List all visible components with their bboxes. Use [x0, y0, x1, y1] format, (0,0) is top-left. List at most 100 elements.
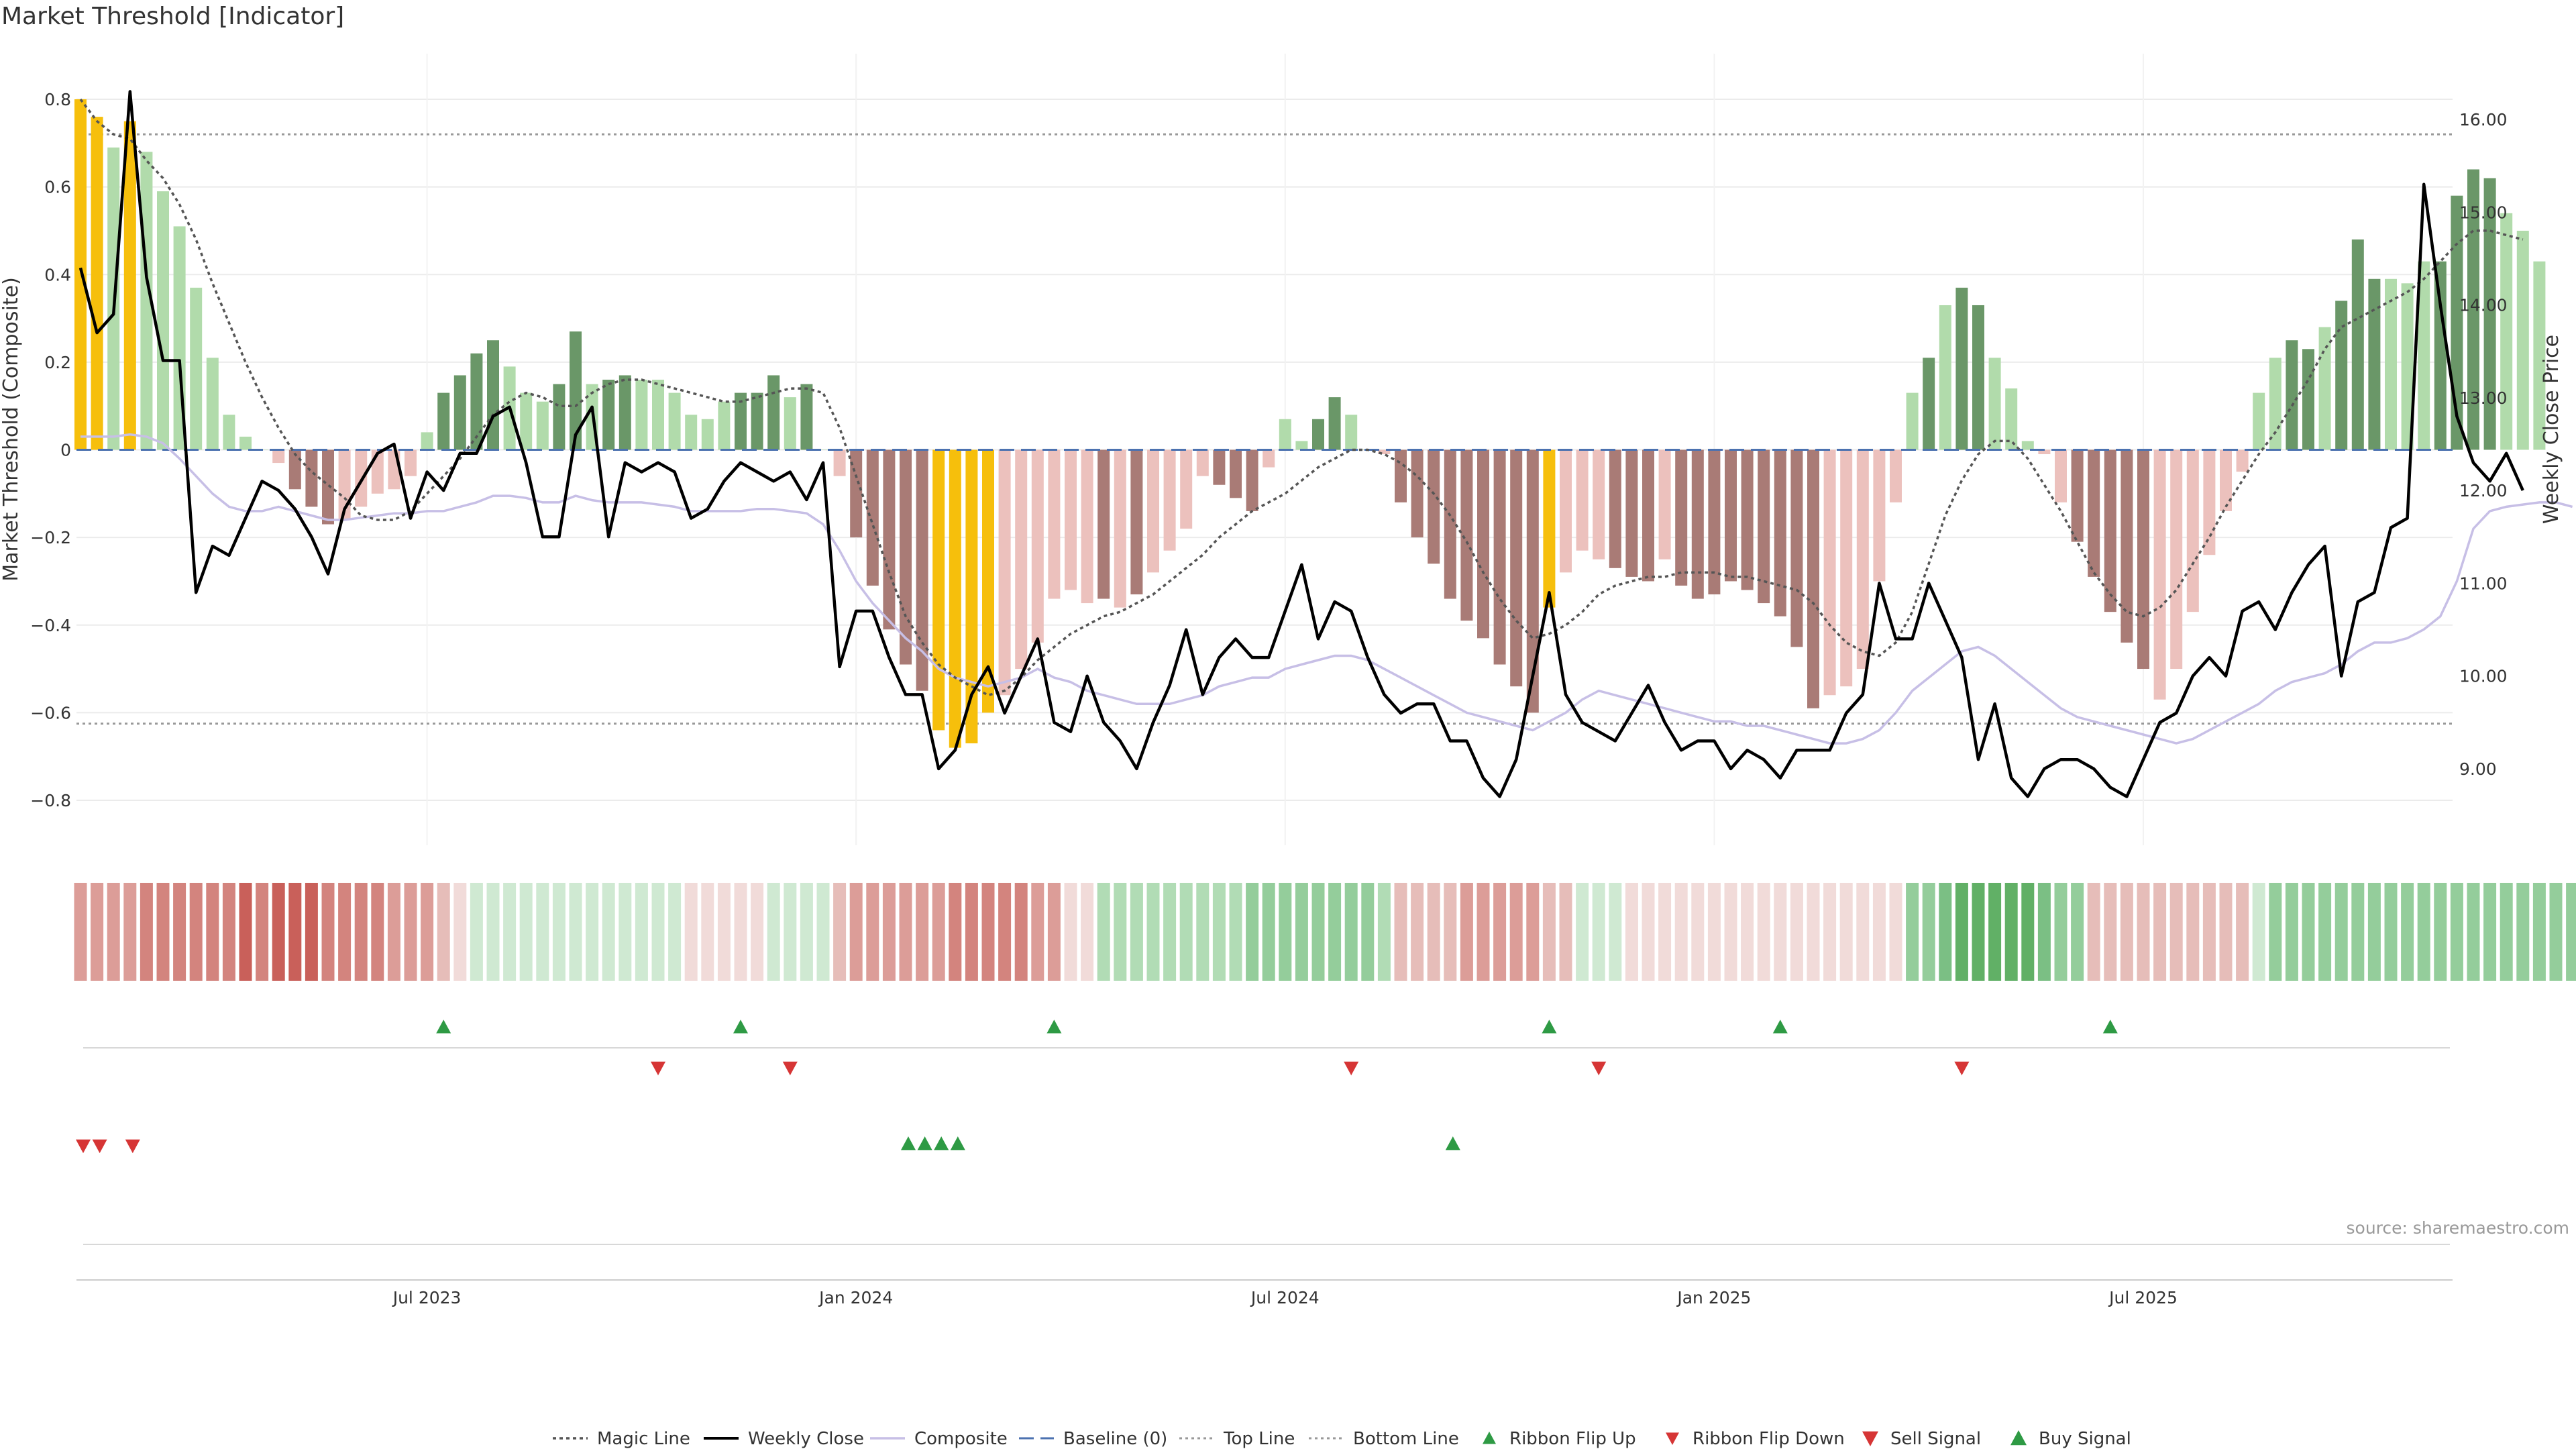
y-axis-right: 9.00 10.00 11.00 12.00 13.00 14.00 15.00 16.00 [2459, 110, 2508, 779]
ribbon-cell-80 [1394, 883, 1407, 981]
ribbon-cell-27 [519, 883, 533, 981]
bar-0 [74, 99, 87, 450]
bar-29 [553, 384, 566, 450]
bar-132 [2253, 392, 2265, 450]
bar-124 [2121, 449, 2133, 643]
ribbon-cell-105 [1807, 883, 1820, 981]
legend-item-8-label: Sell Signal [1890, 1429, 1981, 1449]
ribbon-cell-10 [239, 883, 252, 981]
ribbon-cell-137 [2334, 883, 2348, 981]
ribbon-cell-99 [1707, 883, 1721, 981]
ribbon-strip [74, 883, 2576, 981]
legend: Magic Line Weekly Close Composite Baseline … [553, 1429, 2131, 1449]
bar-93 [1609, 449, 1621, 568]
y-tick-label-4: 0 [60, 441, 71, 460]
ribbon-cell-93 [1609, 883, 1622, 981]
ribbon-cell-2 [107, 883, 120, 981]
bar-137 [2335, 301, 2348, 450]
bar-48 [866, 449, 879, 586]
ribbon-cell-6 [173, 883, 186, 981]
bar-67 [1180, 449, 1193, 529]
x-tick-label-3: Jan 2025 [1676, 1288, 1751, 1307]
bar-49 [883, 449, 896, 630]
ribbon-cell-49 [882, 883, 896, 981]
bar-75 [1312, 419, 1324, 450]
y2-axis-label: Weekly Close Price [2540, 335, 2563, 524]
bar-8 [206, 358, 219, 450]
bar-35 [652, 380, 664, 450]
sell-signal-marker-2 [125, 1139, 140, 1153]
bar-80 [1395, 449, 1407, 502]
ribbon-cell-149 [2532, 883, 2546, 981]
y2-tick-label-4: 13.00 [2459, 388, 2508, 408]
bar-57 [1015, 449, 1028, 669]
ribbon-cell-83 [1444, 883, 1457, 981]
ribbon-cell-54 [965, 883, 978, 981]
ribbon-cell-9 [222, 883, 235, 981]
ribbon-cell-134 [2285, 883, 2298, 981]
ribbon-cell-36 [668, 883, 682, 981]
bar-56 [998, 449, 1011, 696]
series-lines [76, 90, 2573, 798]
ribbon-cell-100 [1724, 883, 1737, 981]
bar-136 [2318, 327, 2331, 450]
bar-52 [932, 449, 945, 731]
ribbon-flip-up-marker-1 [733, 1020, 748, 1034]
bar-51 [916, 449, 928, 691]
bar-53 [949, 449, 961, 748]
ribbon-cell-23 [453, 883, 467, 981]
y-axis-left: −0.8 −0.6 −0.4 −0.2 0 0.2 0.4 0.6 0.8 [30, 90, 71, 810]
ribbon-cell-26 [503, 883, 517, 981]
ribbon-cell-123 [2104, 883, 2117, 981]
ribbon-cell-132 [2252, 883, 2265, 981]
bar-13 [288, 449, 301, 490]
ribbon-cell-13 [288, 883, 302, 981]
ribbon-cell-102 [1757, 883, 1770, 981]
ribbon-cell-65 [1146, 883, 1160, 981]
bar-120 [2055, 449, 2067, 502]
legend-item-8-swatch [1862, 1431, 1878, 1446]
ribbon-cell-143 [2434, 883, 2447, 981]
buy-signal-marker-0 [901, 1136, 916, 1150]
ribbon-cell-75 [1311, 883, 1325, 981]
y2-tick-label-6: 15.00 [2459, 203, 2508, 222]
y2-tick-label-0: 9.00 [2459, 759, 2497, 779]
bar-148 [2516, 230, 2529, 450]
bar-71 [1246, 449, 1258, 511]
y-tick-label-1: −0.6 [30, 703, 71, 722]
bar-121 [2071, 449, 2084, 542]
bar-37 [685, 415, 698, 450]
bar-84 [1460, 449, 1473, 621]
buy-signal-marker-1 [917, 1136, 932, 1150]
bar-90 [1560, 449, 1572, 573]
bar-41 [751, 392, 763, 450]
bar-43 [784, 397, 796, 450]
legend-item-6-swatch [1483, 1432, 1496, 1444]
bar-86 [1493, 449, 1506, 665]
ribbon-cell-147 [2500, 883, 2513, 981]
bar-72 [1263, 449, 1275, 468]
ribbon-cell-48 [866, 883, 879, 981]
bar-140 [2385, 278, 2397, 450]
bar-103 [1774, 449, 1786, 616]
ribbon-cell-44 [800, 883, 813, 981]
ribbon-cell-30 [569, 883, 582, 981]
bar-106 [1823, 449, 1836, 696]
ribbon-cell-120 [2054, 883, 2068, 981]
ribbon-cell-78 [1361, 883, 1375, 981]
ribbon-cell-34 [635, 883, 648, 981]
ribbon-cell-61 [1081, 883, 1094, 981]
ribbon-cell-79 [1377, 883, 1391, 981]
bar-66 [1163, 449, 1176, 551]
ribbon-cell-87 [1509, 883, 1523, 981]
bar-39 [718, 401, 731, 450]
y2-tick-label-7: 16.00 [2459, 110, 2508, 129]
x-tick-label-4: Jul 2025 [2108, 1288, 2178, 1307]
bar-65 [1147, 449, 1159, 573]
bar-5 [157, 191, 169, 450]
ribbon-cell-29 [552, 883, 566, 981]
ribbon-cell-59 [1047, 883, 1061, 981]
buy-signal-marker-2 [934, 1136, 949, 1150]
bar-33 [619, 375, 631, 450]
ribbon-flip-down-marker-3 [1591, 1061, 1607, 1075]
